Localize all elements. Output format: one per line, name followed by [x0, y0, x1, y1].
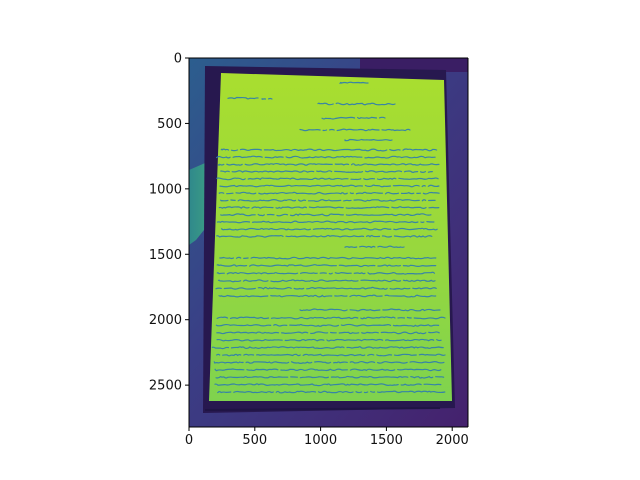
- x-ticks: 0 500 1000 1500 2000: [185, 427, 469, 448]
- handwriting-stroke: [216, 271, 435, 275]
- handwriting-stroke: [344, 245, 405, 249]
- handwriting-stroke: [299, 128, 411, 132]
- handwriting-stroke: [227, 96, 259, 100]
- heatmap-image: [189, 58, 468, 427]
- handwriting-stroke: [321, 116, 386, 120]
- y-ticks: 0 500 1000 1500 2000 2500: [149, 52, 189, 394]
- y-tick-label: 0: [174, 52, 182, 67]
- y-tick-label: 500: [157, 117, 182, 132]
- y-tick-label: 2500: [149, 379, 182, 394]
- y-tick-label: 1000: [149, 182, 182, 197]
- handwriting-lines: [211, 81, 446, 394]
- x-tick-label: 500: [242, 433, 267, 448]
- x-tick-label: 1000: [304, 433, 337, 448]
- paper-sheet: [209, 73, 452, 401]
- handwriting-stroke: [218, 191, 440, 195]
- handwriting-stroke: [214, 368, 442, 372]
- handwriting-stroke: [213, 360, 445, 364]
- handwriting-stroke: [299, 308, 441, 312]
- handwriting-stroke: [221, 227, 438, 231]
- handwriting-stroke: [217, 162, 440, 166]
- handwriting-stroke: [216, 353, 446, 357]
- x-tick-label: 1500: [370, 433, 403, 448]
- axes: 0 500 1000 1500 2000 0 500 1000 1500 2000 2500: [149, 52, 469, 449]
- handwriting-stroke: [220, 148, 438, 152]
- handwriting-stroke: [339, 81, 369, 85]
- handwriting-stroke: [215, 375, 445, 379]
- handwriting-stroke: [219, 184, 440, 188]
- bottom-edge: [204, 407, 441, 411]
- handwriting-stroke: [214, 383, 442, 387]
- handwriting-stroke: [216, 338, 442, 342]
- handwriting-stroke: [219, 256, 437, 260]
- handwriting-stroke: [220, 170, 433, 173]
- handwriting-stroke: [216, 331, 440, 335]
- handwriting-stroke: [216, 264, 437, 268]
- handwriting-stroke: [218, 294, 437, 298]
- handwriting-stroke: [215, 323, 440, 327]
- handwriting-stroke: [218, 206, 440, 209]
- handwriting-stroke: [261, 97, 273, 100]
- handwriting-stroke: [211, 346, 444, 350]
- y-tick-label: 2000: [149, 313, 182, 328]
- handwriting-stroke: [217, 279, 436, 283]
- dark-top-band: [360, 58, 468, 72]
- handwriting-stroke: [216, 234, 433, 238]
- x-tick-label: 0: [185, 433, 193, 448]
- x-tick-label: 2000: [436, 433, 469, 448]
- y-tick-label: 1500: [149, 248, 182, 263]
- handwriting-stroke: [217, 390, 446, 394]
- handwriting-stroke: [216, 177, 439, 181]
